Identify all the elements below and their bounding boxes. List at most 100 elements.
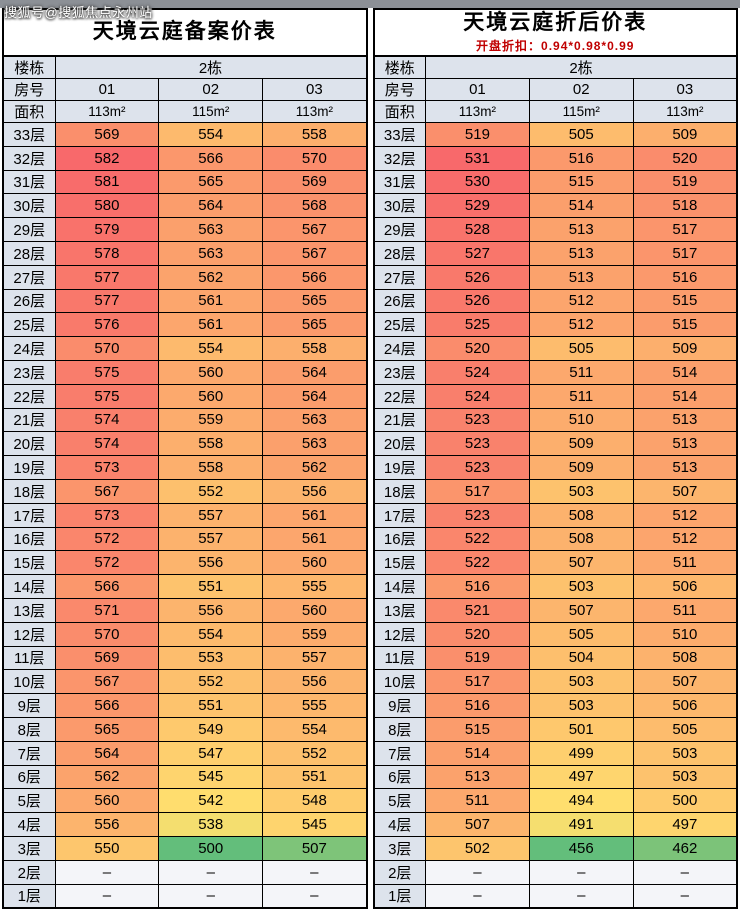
room-label: 房号 — [2, 78, 56, 101]
price-cell: 538 — [158, 812, 264, 837]
price-cell: 565 — [158, 169, 264, 195]
price-cell: 561 — [158, 288, 264, 314]
price-cell: – — [54, 859, 160, 885]
price-cell: – — [158, 859, 264, 885]
price-cell: 554 — [262, 716, 367, 742]
floor-row: 10层 517 503 507 — [373, 669, 738, 695]
floor-label: 12层 — [373, 621, 426, 647]
floor-row: 14层 566 551 555 — [2, 574, 367, 599]
price-cell: 559 — [262, 621, 367, 647]
price-cell: 507 — [528, 597, 634, 623]
floor-row: 16层 572 557 561 — [2, 526, 367, 552]
floor-label: 23层 — [373, 359, 426, 385]
discounted-price-table-host: 天境云庭折后价表 开盘折扣：0.94*0.98*0.99 楼栋 2栋 房号 01 02 03 面… — [372, 8, 738, 909]
floor-row: 20层 523 509 513 — [373, 431, 738, 457]
floor-label: 12层 — [2, 621, 56, 647]
floor-row: 15层 572 556 560 — [2, 550, 367, 576]
price-cell: 569 — [54, 645, 160, 671]
price-cell: 561 — [158, 312, 264, 338]
area-row: 面积 113m² 115m² 113m² — [373, 100, 738, 123]
price-cell: 505 — [528, 122, 634, 147]
floor-label: 11层 — [373, 645, 426, 671]
price-cell: 513 — [425, 764, 530, 790]
price-cell: 567 — [54, 669, 160, 695]
floor-label: 5层 — [373, 788, 426, 814]
price-cell: 545 — [158, 764, 264, 790]
building-value: 2栋 — [425, 55, 738, 79]
price-cell: 551 — [158, 574, 264, 599]
floor-row: 19层 573 558 562 — [2, 455, 367, 480]
area-value: 113m² — [632, 100, 738, 123]
floor-row: 11层 569 553 557 — [2, 645, 367, 671]
room-number: 03 — [632, 78, 738, 101]
floor-label: 14层 — [373, 574, 426, 599]
price-cell: 560 — [262, 550, 367, 576]
title-row: 天境云庭备案价表 — [2, 8, 367, 57]
floor-label: 19层 — [373, 455, 426, 480]
price-cell: 523 — [425, 431, 530, 457]
price-cell: 565 — [262, 288, 367, 314]
floor-label: 28层 — [373, 240, 426, 266]
price-cell: – — [425, 883, 530, 909]
price-cell: 523 — [425, 455, 530, 480]
area-value: 113m² — [425, 100, 530, 123]
floor-row: 24层 570 554 558 — [2, 336, 367, 361]
price-cell: 524 — [425, 359, 530, 385]
price-cell: 551 — [262, 764, 367, 790]
price-cell: 517 — [425, 478, 530, 504]
price-cell: 518 — [632, 193, 738, 219]
floor-label: 9层 — [373, 693, 426, 718]
price-cell: 527 — [425, 240, 530, 266]
floor-label: 17层 — [2, 502, 56, 528]
floor-row: 1层 – – – — [373, 883, 738, 909]
price-cell: 563 — [262, 407, 367, 433]
floor-row: 15层 522 507 511 — [373, 550, 738, 576]
price-cell: 516 — [632, 264, 738, 290]
floor-row: 21层 574 559 563 — [2, 407, 367, 433]
building-value: 2栋 — [54, 55, 367, 79]
price-cell: 558 — [158, 455, 264, 480]
floor-row: 9层 566 551 555 — [2, 693, 367, 718]
title-cell: 天境云庭折后价表 开盘折扣：0.94*0.98*0.99 — [373, 8, 738, 57]
price-cell: 525 — [425, 312, 530, 338]
price-cell: 515 — [632, 288, 738, 314]
price-cell: 499 — [528, 740, 634, 766]
price-cell: 568 — [262, 193, 367, 219]
price-cell: 507 — [632, 478, 738, 504]
floor-row: 27层 526 513 516 — [373, 264, 738, 290]
price-cell: 556 — [54, 812, 160, 837]
price-cell: 516 — [425, 574, 530, 599]
price-cell: 577 — [54, 288, 160, 314]
price-cell: 548 — [262, 788, 367, 814]
price-cell: 503 — [632, 764, 738, 790]
price-cell: 494 — [528, 788, 634, 814]
floor-row: 1层 – – – — [2, 883, 367, 909]
price-cell: – — [262, 883, 367, 909]
floor-row: 4层 556 538 545 — [2, 812, 367, 837]
price-cell: 530 — [425, 169, 530, 195]
price-cell: 556 — [158, 597, 264, 623]
price-cell: 500 — [158, 835, 264, 861]
price-cell: 564 — [158, 193, 264, 219]
price-cell: 517 — [425, 669, 530, 695]
price-cell: 509 — [632, 336, 738, 361]
price-cell: 575 — [54, 359, 160, 385]
room-number: 02 — [158, 78, 264, 101]
price-cell: 520 — [632, 145, 738, 171]
floor-row: 17层 573 557 561 — [2, 502, 367, 528]
price-cell: 523 — [425, 407, 530, 433]
floor-label: 16层 — [373, 526, 426, 552]
price-cell: 514 — [632, 359, 738, 385]
floor-row: 28层 578 563 567 — [2, 240, 367, 266]
price-cell: 572 — [54, 526, 160, 552]
price-cell: 507 — [262, 835, 367, 861]
price-cell: 503 — [528, 478, 634, 504]
room-number: 01 — [54, 78, 160, 101]
floor-label: 4层 — [2, 812, 56, 837]
floor-row: 31层 581 565 569 — [2, 169, 367, 195]
table-title: 天境云庭折后价表 — [463, 11, 648, 35]
price-cell: 578 — [54, 240, 160, 266]
area-value: 113m² — [54, 100, 160, 123]
floor-row: 17层 523 508 512 — [373, 502, 738, 528]
price-cell: 565 — [54, 716, 160, 742]
